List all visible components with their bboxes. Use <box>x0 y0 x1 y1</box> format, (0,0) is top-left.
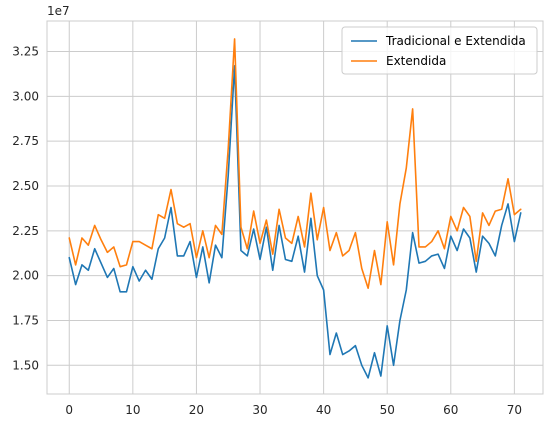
legend-label: Extendida <box>386 54 446 68</box>
y-tick-label: 3.25 <box>12 44 39 58</box>
series-line-1 <box>68 65 522 379</box>
y-axis-offset-label: 1e7 <box>47 4 70 18</box>
y-tick-label: 2.00 <box>12 269 39 283</box>
x-tick-label: 70 <box>507 403 522 417</box>
legend: Tradicional e Extendida Extendida <box>341 26 538 75</box>
series-line-2 <box>68 38 522 290</box>
series-lines <box>68 38 522 379</box>
legend-label: Tradicional e Extendida <box>385 34 526 48</box>
x-tick-label: 0 <box>65 403 73 417</box>
x-tick-label: 20 <box>189 403 204 417</box>
x-tick-label: 30 <box>252 403 267 417</box>
y-tick-label: 1.50 <box>12 358 39 372</box>
x-tick-label: 40 <box>316 403 331 417</box>
y-tick-label: 3.00 <box>12 89 39 103</box>
y-tick-label: 2.25 <box>12 224 39 238</box>
y-tick-label: 1.75 <box>12 313 39 327</box>
plot-frame <box>46 20 544 395</box>
x-tick-label: 50 <box>380 403 395 417</box>
y-axis-ticks: 1.50 1.75 2.00 2.25 2.50 2.75 3.00 3.25 <box>12 44 39 372</box>
x-tick-label: 60 <box>443 403 458 417</box>
x-tick-label: 10 <box>125 403 140 417</box>
grid-lines <box>47 21 543 394</box>
y-tick-label: 2.50 <box>12 179 39 193</box>
x-axis-ticks: 0 10 20 30 40 50 60 70 <box>65 403 522 417</box>
y-tick-label: 2.75 <box>12 134 39 148</box>
legend-box <box>341 26 538 75</box>
